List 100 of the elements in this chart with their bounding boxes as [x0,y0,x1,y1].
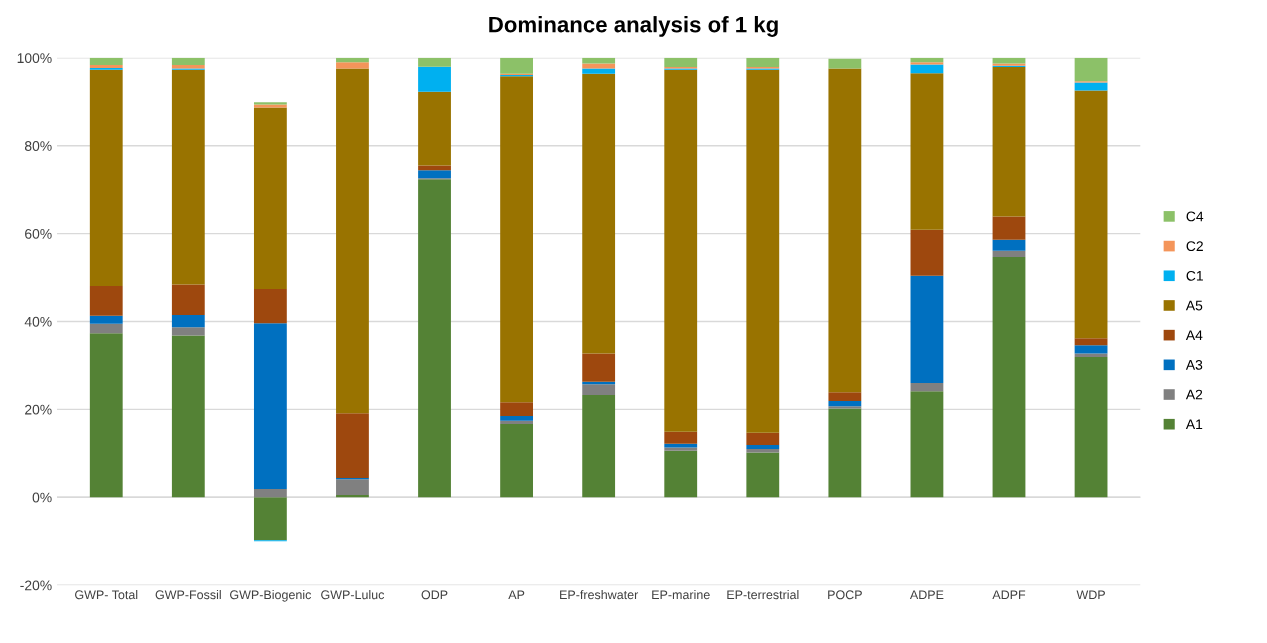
bar [336,68,369,414]
bar [828,408,862,498]
bar [582,57,616,64]
bar [1074,82,1108,91]
y-tick-label: 80% [24,141,52,151]
bar [418,91,451,166]
bar [89,57,123,65]
legend-label: C4 [1186,211,1204,222]
bar [418,57,451,67]
bar [664,69,698,432]
bar [336,495,369,498]
bar [500,415,533,421]
bar [992,256,1026,498]
bar [500,402,533,416]
x-tick-label: WDP [1076,590,1105,600]
bar [89,69,123,286]
legend-label: A3 [1185,359,1203,370]
legend-label: A5 [1185,300,1203,311]
x-tick-label: EP-terrestrial [727,589,799,600]
y-tick-label: -20% [20,580,52,591]
chart-title: Dominance analysis of 1 kg [489,16,778,37]
bar [910,383,944,392]
x-tick-label: GWP-Luluc [321,589,385,600]
bar [418,66,451,92]
y-tick-label: 100% [17,53,52,64]
bar [664,450,698,498]
bar [992,250,1026,257]
bar [664,57,698,68]
bar [910,391,944,498]
bar [418,170,451,179]
bar [582,394,616,498]
bar [582,73,616,354]
bar [253,488,287,498]
bar [910,73,944,230]
bar [89,323,123,334]
bar [1074,345,1108,354]
bar [253,497,287,541]
bar [500,76,533,403]
x-tick-label: GWP- Total [75,589,138,600]
bar [664,431,698,444]
y-tick-label: 0% [32,492,52,503]
x-tick-label: ADPE [909,590,944,600]
bar [746,432,780,445]
bar [828,68,862,393]
bar [828,406,862,409]
bar [336,413,369,478]
legend-label: A4 [1185,330,1203,340]
x-tick-label: GWP-Biogenic [230,589,312,602]
legend-label: C1 [1186,270,1203,281]
bar [336,57,369,63]
bar [1074,338,1108,346]
bar [582,353,616,382]
legend-label: A1 [1185,419,1203,430]
bar [171,57,205,65]
bar [89,315,123,324]
bar [253,107,287,289]
x-tick-label: POCP [828,590,862,600]
bar [746,444,780,449]
bar [992,57,1026,64]
bar [910,229,944,276]
x-tick-label: GWP-Fossil [155,589,221,600]
y-tick-label: 60% [25,228,52,239]
x-tick-label: EP-marine [652,589,710,600]
bar [89,64,123,68]
x-tick-label: AP [508,590,525,600]
bar [1074,357,1108,498]
legend-label: C2 [1186,241,1203,252]
bar [89,285,123,316]
bar [828,58,862,69]
x-tick-label: ADPF [992,590,1026,600]
bar [746,452,780,498]
bar [582,384,616,395]
bar [171,335,205,498]
bar [418,179,451,498]
bar [253,288,287,324]
bar [992,239,1026,251]
bar [992,216,1026,240]
bar [500,57,533,74]
bar [664,447,698,451]
bar [253,323,287,489]
bar [992,67,1026,217]
bar [746,57,780,68]
legend-label: A2 [1185,389,1203,400]
x-tick-label: ODP [421,590,448,600]
bar [582,68,616,74]
bar [828,392,862,402]
bar [500,420,533,424]
bar [171,284,205,315]
bar [1074,57,1108,82]
y-tick-label: 40% [24,316,52,327]
bar [171,314,205,328]
bar [336,62,369,69]
bar [828,401,862,407]
x-tick-label: EP-freshwater [560,589,639,600]
bar [336,479,369,496]
bar [910,275,944,384]
bar [910,64,944,74]
bar [171,69,205,285]
bar [500,423,533,498]
bar [746,69,780,433]
